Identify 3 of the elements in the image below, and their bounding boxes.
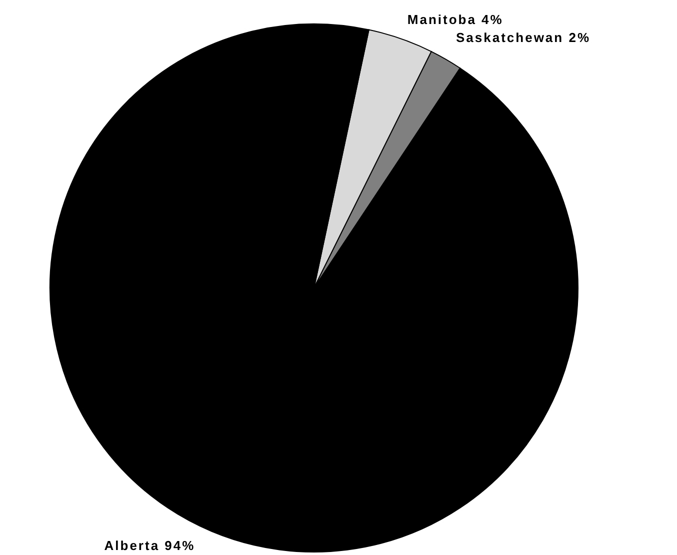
slice-label: Alberta 94% (104, 538, 196, 553)
slice-label: Saskatchewan 2% (456, 30, 591, 46)
slice-label: Manitoba 4% (407, 12, 504, 27)
